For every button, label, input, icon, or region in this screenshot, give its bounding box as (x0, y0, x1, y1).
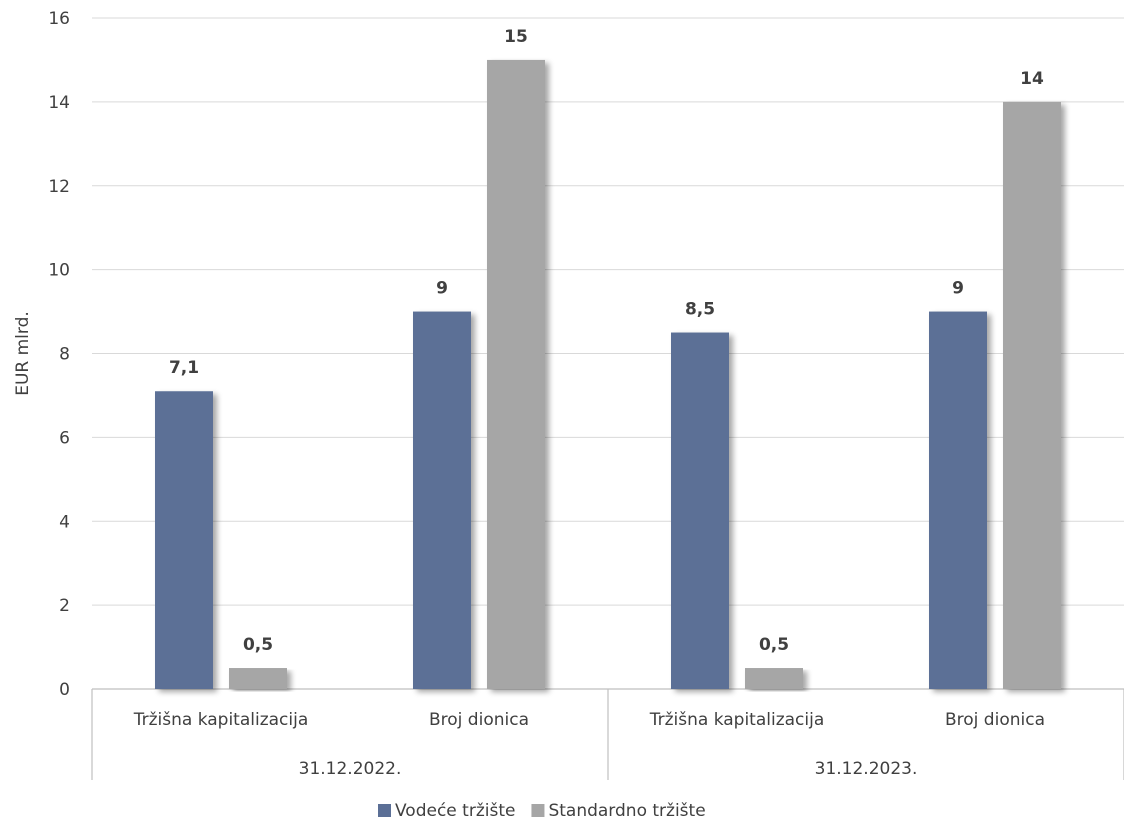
data-label: 0,5 (243, 635, 273, 655)
data-label: 9 (436, 279, 448, 299)
y-axis-title: EUR mlrd. (13, 311, 33, 396)
category-label: Tržišna kapitalizacija (649, 710, 825, 730)
y-tick-label: 8 (59, 345, 70, 365)
legend-label: Vodeće tržište (395, 801, 515, 821)
bar (745, 668, 803, 689)
bar (413, 311, 471, 689)
bar (929, 311, 987, 689)
bar (1003, 101, 1061, 689)
bar (487, 59, 545, 689)
y-tick-label: 4 (59, 512, 70, 532)
category-label: Broj dionica (945, 710, 1045, 730)
y-tick-label: 16 (48, 9, 70, 29)
bar (671, 332, 729, 689)
legend: Vodeće tržište Standardno tržište (378, 801, 706, 821)
legend-label: Standardno tržište (548, 801, 705, 821)
y-tick-label: 12 (48, 177, 70, 197)
group-label: 31.12.2023. (815, 759, 918, 779)
legend-swatch (378, 804, 391, 817)
axes: 0 2 4 6 8 10 12 14 16 EUR mlrd. 31.12.2022. Tržišna… (13, 9, 1124, 780)
gridlines (92, 17, 1124, 606)
data-labels: 7,1 0,5 9 15 8,5 0,5 9 14 (169, 27, 1044, 655)
y-tick-label: 0 (59, 680, 70, 700)
category-label: Broj dionica (429, 710, 529, 730)
bars (155, 59, 1061, 689)
data-label: 15 (504, 27, 528, 47)
data-label: 9 (952, 279, 964, 299)
data-label: 7,1 (169, 358, 199, 378)
y-tick-label: 10 (48, 261, 70, 281)
legend-swatch (531, 804, 545, 817)
group-label: 31.12.2022. (299, 759, 402, 779)
y-tick-label: 2 (59, 596, 70, 616)
category-label: Tržišna kapitalizacija (133, 710, 309, 730)
y-tick-label: 14 (48, 93, 70, 113)
data-label: 0,5 (759, 635, 789, 655)
y-tick-label: 6 (59, 428, 70, 448)
data-label: 8,5 (685, 300, 715, 320)
bar (155, 391, 213, 689)
data-label: 14 (1020, 69, 1044, 89)
bar (229, 668, 287, 689)
